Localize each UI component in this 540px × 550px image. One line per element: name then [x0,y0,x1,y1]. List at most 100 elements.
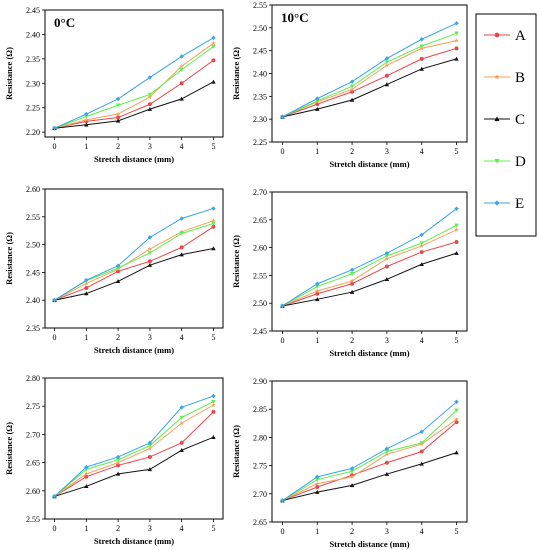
data-point [211,79,216,84]
data-point [179,405,184,410]
y-axis-label: Resistance (Ω) [231,425,241,478]
data-point [280,498,285,503]
data-point [349,278,355,283]
data-point [179,63,184,69]
legend-marker [494,116,500,122]
data-point [454,56,459,61]
x-tick-label: 2 [350,527,354,536]
y-tick-label: 2.45 [253,327,267,336]
series-line [282,241,457,307]
series-e [280,21,459,120]
data-point [116,115,121,120]
data-point [384,73,389,78]
series-line [54,247,214,301]
data-point [147,443,153,448]
data-point [147,467,153,472]
data-point [211,224,216,229]
series-line [54,411,214,497]
x-tick-label: 0 [53,142,57,151]
y-axis-label: Resistance (Ω) [4,422,14,475]
y-tick-label: 2.35 [253,92,267,101]
x-tick-label: 1 [84,333,88,342]
chart-panel-4: 0 1 2 3 4 5 2.45 2.50 2.55 2.60 2.65 2.70 Stretch di… [231,188,468,358]
panel-title: 10°C [281,10,309,25]
legend-box [475,13,537,237]
series-e [280,399,459,503]
x-tick-label: 4 [180,333,184,342]
data-point [349,469,355,474]
series-line [282,58,457,118]
data-point [454,420,459,425]
data-point [84,474,89,479]
data-point [147,251,153,256]
data-point [115,111,121,116]
data-point [315,477,320,482]
data-point [147,94,153,99]
x-axis-label: Stretch distance (mm) [329,159,409,169]
series-a [52,409,216,499]
data-point [115,279,121,284]
data-point [384,56,390,61]
x-tick-label: 3 [385,147,389,156]
data-point [179,67,184,72]
series-b [280,227,459,308]
data-point [211,246,216,251]
data-point [454,408,459,413]
series-line [282,224,457,307]
x-axis-label: Stretch distance (mm) [94,345,174,355]
x-tick-label: 5 [455,527,459,536]
legend-marker [494,74,500,80]
y-tick-label: 2.55 [253,1,267,10]
series-line [54,42,214,129]
legend-label-a: A [515,28,526,44]
x-tick-label: 3 [148,142,152,151]
y-tick-label: 2.80 [26,374,40,383]
data-point [454,450,459,455]
data-point [280,114,285,120]
data-point [315,96,320,101]
data-point [349,84,355,89]
data-point [115,118,121,123]
series-line [282,32,457,118]
data-point [419,44,424,49]
x-tick-label: 0 [280,336,284,345]
data-point [179,96,184,101]
chart-panel-2: 0 1 2 3 4 5 2.25 2.30 2.35 2.40 2.45 2.50 2.55 Stretc… [231,1,468,169]
data-point [84,281,89,286]
data-point [419,66,424,71]
y-tick-label: 2.35 [26,324,40,333]
legend-marker [494,200,500,206]
y-axis-label: Resistance (Ω) [231,47,241,100]
data-point [384,449,390,454]
data-point [315,297,320,302]
x-tick-label: 1 [315,147,319,156]
x-tick-label: 4 [180,524,184,533]
series-line [54,222,214,301]
data-point [349,289,355,294]
data-point [147,454,152,459]
x-tick-label: 2 [350,336,354,345]
data-point [179,447,184,452]
data-point [84,111,89,117]
x-axis-label: Stretch distance (mm) [329,348,409,358]
data-point [315,281,320,286]
y-tick-label: 2.50 [253,299,267,308]
x-tick-label: 0 [280,147,284,156]
x-axis-label: Stretch distance (mm) [329,539,409,549]
data-point [147,262,153,267]
legend-label-b: B [515,70,525,86]
series-c [52,246,216,302]
data-point [315,291,320,296]
data-point [115,266,121,271]
legend-marker [494,158,500,164]
y-tick-label: 2.60 [26,185,40,194]
series-line [282,421,457,502]
data-point [84,464,89,470]
data-point [179,252,184,257]
x-tick-label: 1 [315,527,319,536]
data-point [349,79,355,84]
series-line [54,226,214,301]
y-tick-label: 2.80 [253,433,267,442]
data-point [384,264,389,269]
data-point [315,106,320,111]
